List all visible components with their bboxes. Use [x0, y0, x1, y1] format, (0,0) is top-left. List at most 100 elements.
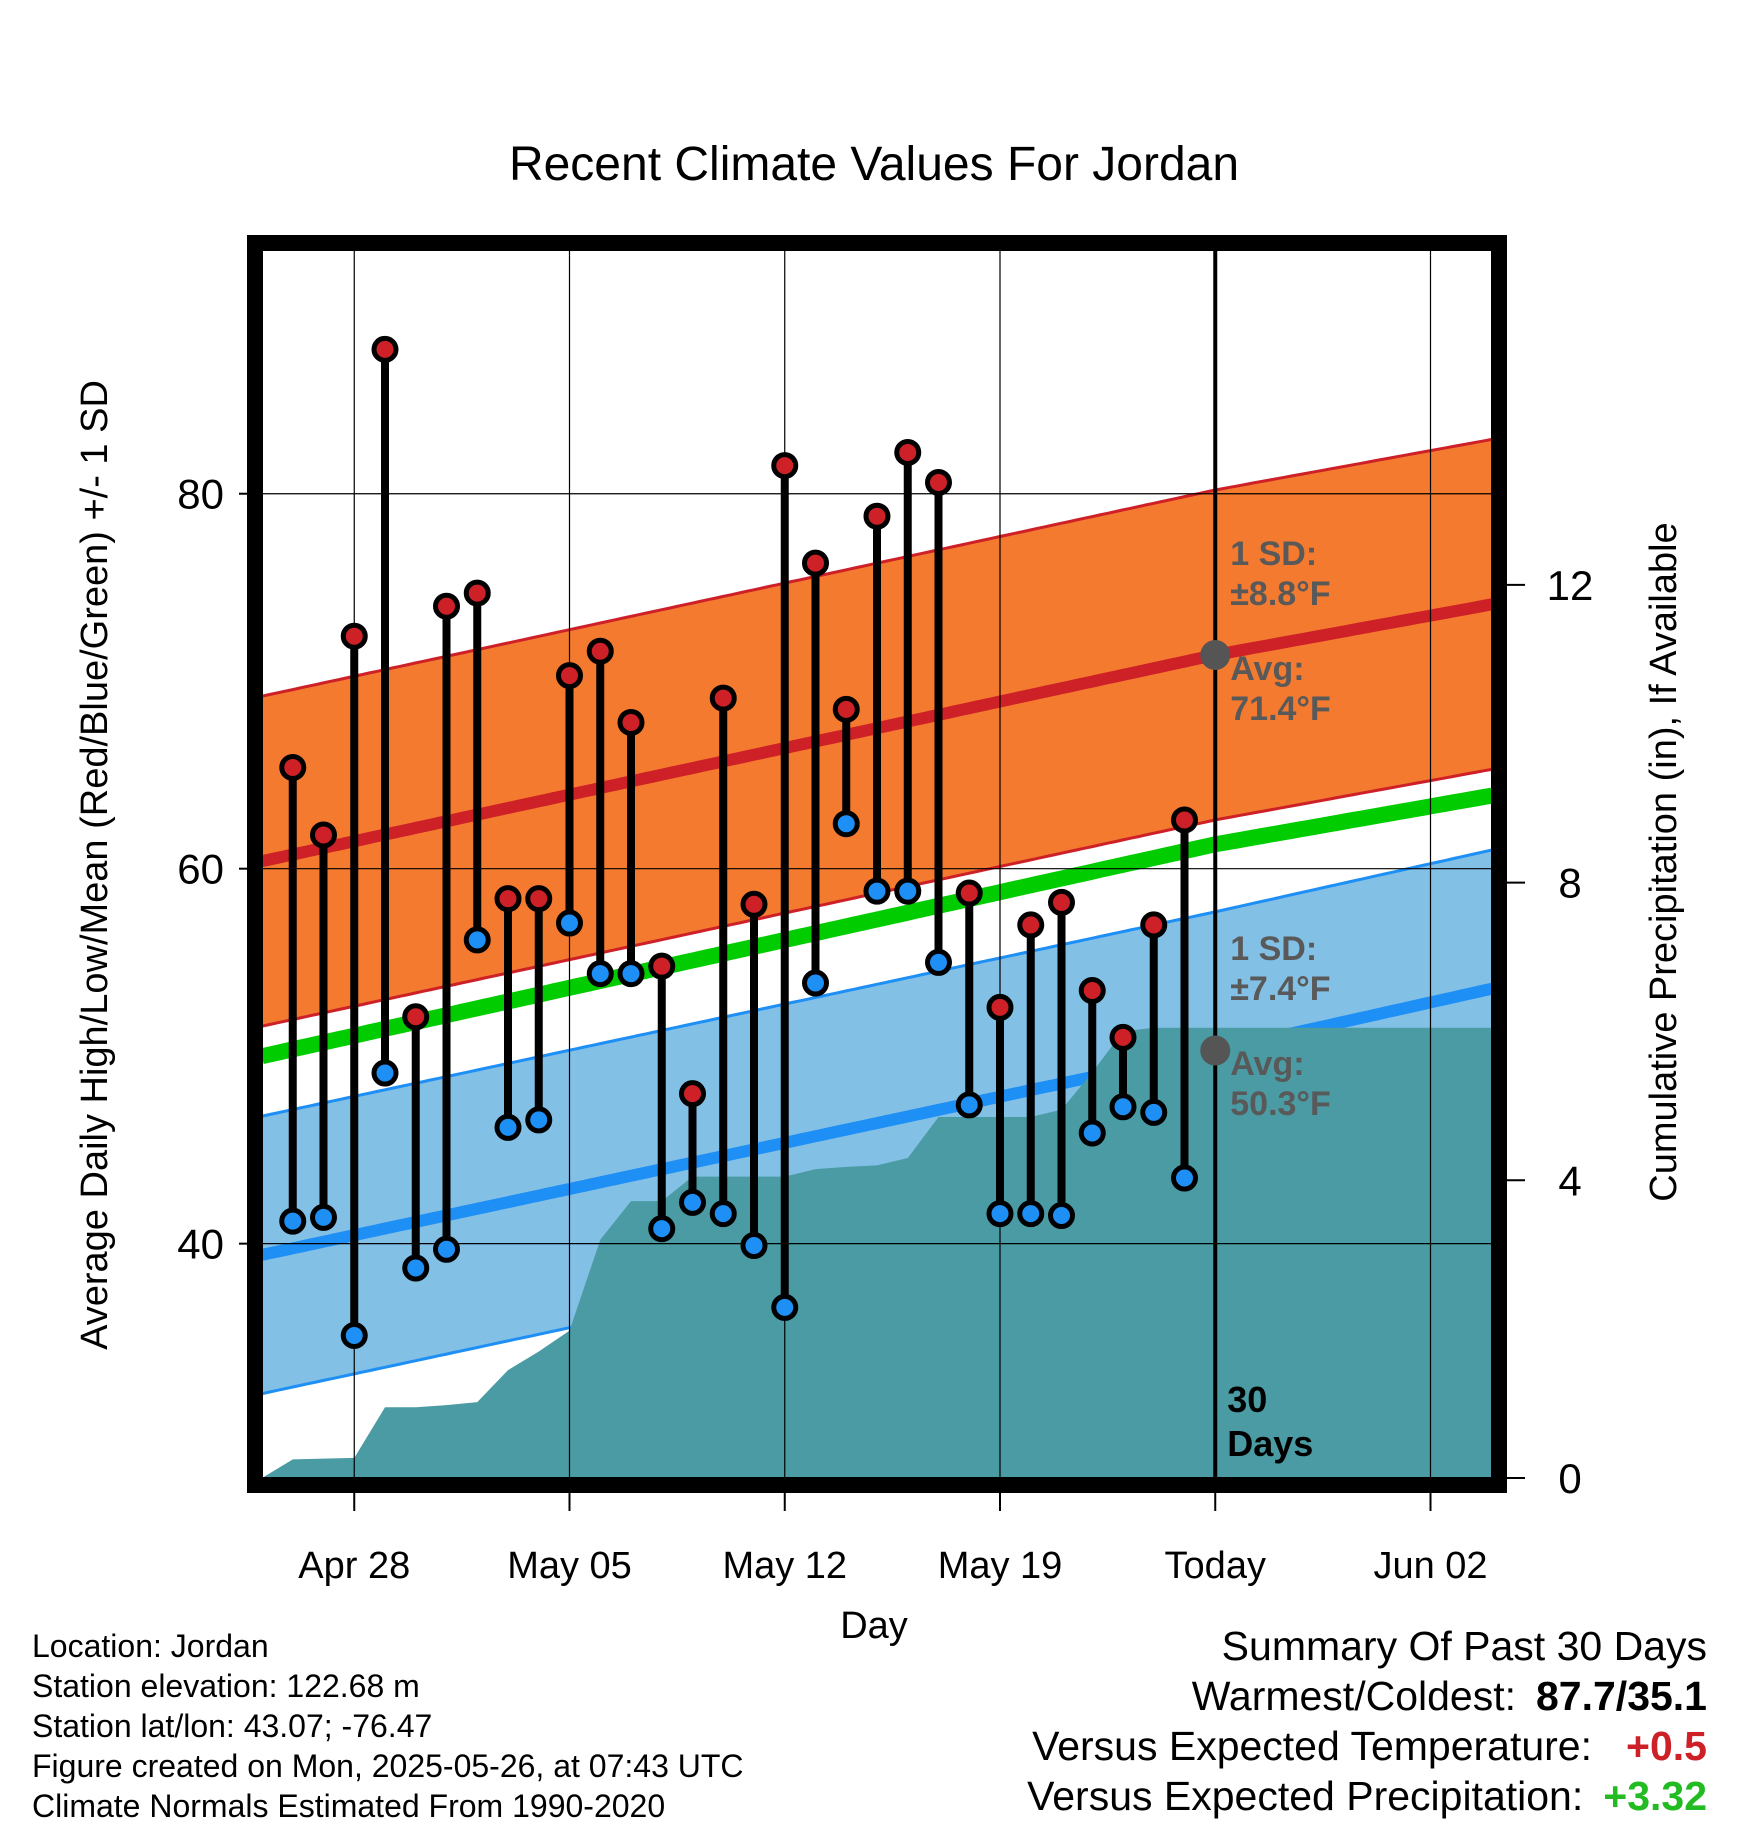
- high-sd-annotation: 1 SD: ±8.8°F: [1230, 535, 1330, 613]
- daily-high-point: [709, 684, 737, 712]
- daily-low-point: [925, 948, 952, 976]
- daily-low-point: [525, 1106, 553, 1134]
- daily-high-point: [1171, 806, 1198, 834]
- daily-low-point: [1078, 1119, 1106, 1147]
- y-tick-label: 60: [177, 846, 224, 893]
- low-sd-annotation: 1 SD: ±7.4°F: [1230, 930, 1330, 1008]
- daily-low-point: [617, 960, 645, 988]
- created-text: Figure created on Mon, 2025-05-26, at 07…: [32, 1748, 744, 1784]
- y-axis-label: Average Daily High/Low/Mean (Red/Blue/Gr…: [74, 380, 116, 1350]
- daily-high-point: [310, 821, 337, 849]
- daily-low-point: [463, 926, 491, 954]
- daily-high-point: [771, 452, 799, 480]
- daily-high-point: [371, 335, 399, 363]
- y2-tick-label: 8: [1558, 860, 1581, 907]
- daily-low-point: [310, 1203, 337, 1231]
- x-tick-label: Today: [1165, 1545, 1266, 1587]
- daily-low-point: [556, 909, 583, 937]
- temp-departure-value: +0.5: [1626, 1723, 1707, 1769]
- daily-high-point: [1017, 911, 1045, 939]
- daily-low-point: [1017, 1200, 1045, 1228]
- location-text: Location: Jordan: [32, 1628, 269, 1664]
- x-axis-label: Day: [840, 1605, 908, 1647]
- daily-low-point: [894, 877, 922, 905]
- days-label: 30 Days: [1227, 1379, 1313, 1464]
- daily-high-point: [1140, 911, 1168, 939]
- daily-low-point: [1140, 1098, 1168, 1126]
- daily-low-point: [771, 1293, 799, 1321]
- precip-departure-row: Versus Expected Precipitation: +3.32: [1027, 1771, 1707, 1821]
- x-tick-label: May 19: [938, 1545, 1063, 1587]
- x-tick-label: Jun 02: [1373, 1545, 1487, 1587]
- daily-high-point: [894, 438, 922, 466]
- daily-low-point: [648, 1215, 676, 1243]
- daily-low-point: [863, 877, 891, 905]
- daily-high-point: [648, 952, 676, 980]
- daily-high-point: [340, 622, 368, 650]
- normals-text: Climate Normals Estimated From 1990-2020: [32, 1788, 666, 1824]
- daily-low-point: [679, 1188, 706, 1216]
- daily-high-point: [679, 1080, 706, 1108]
- daily-low-point: [986, 1200, 1014, 1228]
- daily-high-point: [556, 662, 583, 690]
- daily-high-point: [955, 879, 983, 907]
- temp-departure-row: Versus Expected Temperature: +0.5: [1027, 1721, 1707, 1771]
- axes: 40 60 80 0 4 8 12 Apr 28 May 05 May 12 May 19 Today…: [74, 138, 1685, 1647]
- precip-departure-label: Versus Expected Precipitation:: [1027, 1773, 1584, 1819]
- y-tick-label: 40: [177, 1221, 224, 1268]
- daily-high-point: [740, 890, 768, 918]
- station-info: Location: Jordan Station elevation: 122.…: [32, 1626, 744, 1826]
- y2-tick-label: 0: [1558, 1455, 1581, 1502]
- daily-high-point: [586, 637, 614, 665]
- y2-tick-label: 4: [1558, 1157, 1581, 1204]
- daily-low-point: [1171, 1164, 1198, 1192]
- today-avg-high-marker: [1200, 639, 1231, 670]
- daily-high-point: [863, 502, 891, 530]
- daily-high-point: [832, 695, 860, 723]
- x-tick-label: May 05: [507, 1545, 632, 1587]
- daily-high-point: [617, 708, 645, 736]
- daily-low-point: [1048, 1202, 1075, 1230]
- daily-high-point: [986, 993, 1014, 1021]
- daily-low-point: [433, 1235, 460, 1263]
- y2-axis-label: Cumulative Precipitation (in), If Availa…: [1643, 522, 1685, 1201]
- daily-high-point: [1109, 1023, 1137, 1051]
- summary-panel: Summary Of Past 30 Days Warmest/Coldest:…: [1027, 1621, 1707, 1821]
- low-sd-upper-edge: [262, 848, 1492, 1118]
- daily-low-point: [402, 1254, 430, 1282]
- warmest-coldest-row: Warmest/Coldest: 87.7/35.1: [1027, 1671, 1707, 1721]
- daily-low-point: [709, 1200, 737, 1228]
- daily-high-point: [525, 885, 553, 913]
- avg-mean-line: [262, 787, 1492, 1065]
- daily-high-point: [402, 1003, 430, 1031]
- y-tick-label: 80: [177, 471, 224, 518]
- warmest-coldest-value: 87.7/35.1: [1536, 1673, 1707, 1719]
- daily-high-point: [925, 468, 952, 496]
- daily-low-point: [1109, 1093, 1137, 1121]
- daily-low-point: [340, 1322, 368, 1350]
- daily-low-point: [586, 960, 614, 988]
- daily-low-point: [371, 1059, 399, 1087]
- latlon-text: Station lat/lon: 43.07; -76.47: [32, 1708, 433, 1744]
- today-avg-low-marker: [1200, 1035, 1231, 1066]
- temp-departure-label: Versus Expected Temperature:: [1032, 1723, 1592, 1769]
- elevation-text: Station elevation: 122.68 m: [32, 1668, 420, 1704]
- daily-low-point: [279, 1207, 307, 1235]
- y2-tick-label: 12: [1547, 562, 1594, 609]
- precip-departure-value: +3.32: [1603, 1773, 1707, 1819]
- daily-high-point: [463, 579, 491, 607]
- daily-low-point: [955, 1091, 983, 1119]
- daily-high-point: [279, 753, 307, 781]
- low-avg-annotation: Avg: 50.3°F: [1230, 1045, 1331, 1123]
- x-tick-label: Apr 28: [298, 1545, 410, 1587]
- daily-low-point: [494, 1113, 522, 1141]
- plot-frame: [247, 235, 1507, 1493]
- daily-low-point: [832, 810, 860, 838]
- high-avg-annotation: Avg: 71.4°F: [1230, 650, 1331, 728]
- daily-high-point: [494, 885, 522, 913]
- daily-low-point: [802, 969, 829, 997]
- daily-high-point: [1048, 888, 1075, 916]
- daily-low-point: [740, 1232, 768, 1260]
- chart-title: Recent Climate Values For Jordan: [509, 138, 1239, 191]
